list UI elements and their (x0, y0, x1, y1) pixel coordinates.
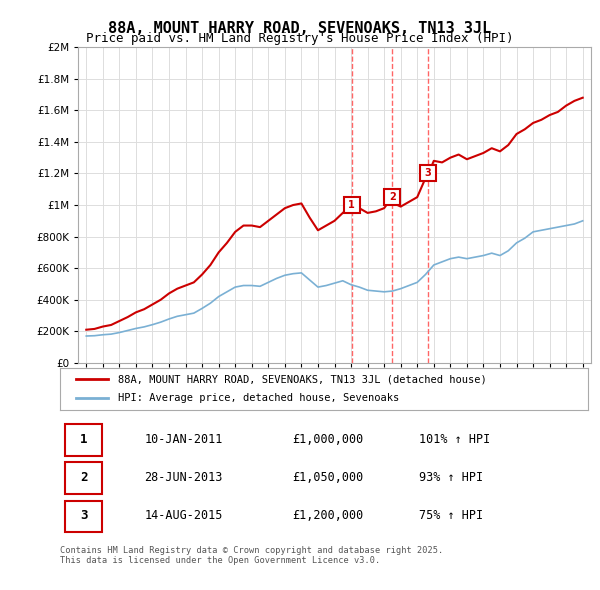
Text: 28-JUN-2013: 28-JUN-2013 (145, 471, 223, 484)
Text: HPI: Average price, detached house, Sevenoaks: HPI: Average price, detached house, Seve… (118, 393, 400, 403)
FancyBboxPatch shape (65, 424, 102, 456)
Text: £1,200,000: £1,200,000 (292, 509, 364, 522)
Text: 3: 3 (424, 169, 431, 178)
FancyBboxPatch shape (65, 463, 102, 494)
Text: 88A, MOUNT HARRY ROAD, SEVENOAKS, TN13 3JL (detached house): 88A, MOUNT HARRY ROAD, SEVENOAKS, TN13 3… (118, 375, 487, 385)
Text: 1: 1 (348, 200, 355, 210)
Text: 1: 1 (80, 433, 88, 446)
Text: £1,050,000: £1,050,000 (292, 471, 364, 484)
Text: 3: 3 (80, 509, 88, 522)
Text: Contains HM Land Registry data © Crown copyright and database right 2025.
This d: Contains HM Land Registry data © Crown c… (60, 546, 443, 565)
Text: 88A, MOUNT HARRY ROAD, SEVENOAKS, TN13 3JL: 88A, MOUNT HARRY ROAD, SEVENOAKS, TN13 3… (109, 21, 491, 35)
FancyBboxPatch shape (65, 500, 102, 532)
Text: 75% ↑ HPI: 75% ↑ HPI (419, 509, 483, 522)
Text: 10-JAN-2011: 10-JAN-2011 (145, 433, 223, 446)
Text: Price paid vs. HM Land Registry's House Price Index (HPI): Price paid vs. HM Land Registry's House … (86, 32, 514, 45)
Text: 14-AUG-2015: 14-AUG-2015 (145, 509, 223, 522)
Text: 101% ↑ HPI: 101% ↑ HPI (419, 433, 490, 446)
Text: 2: 2 (389, 192, 395, 202)
Text: 2: 2 (80, 471, 88, 484)
Text: £1,000,000: £1,000,000 (292, 433, 364, 446)
Text: 93% ↑ HPI: 93% ↑ HPI (419, 471, 483, 484)
